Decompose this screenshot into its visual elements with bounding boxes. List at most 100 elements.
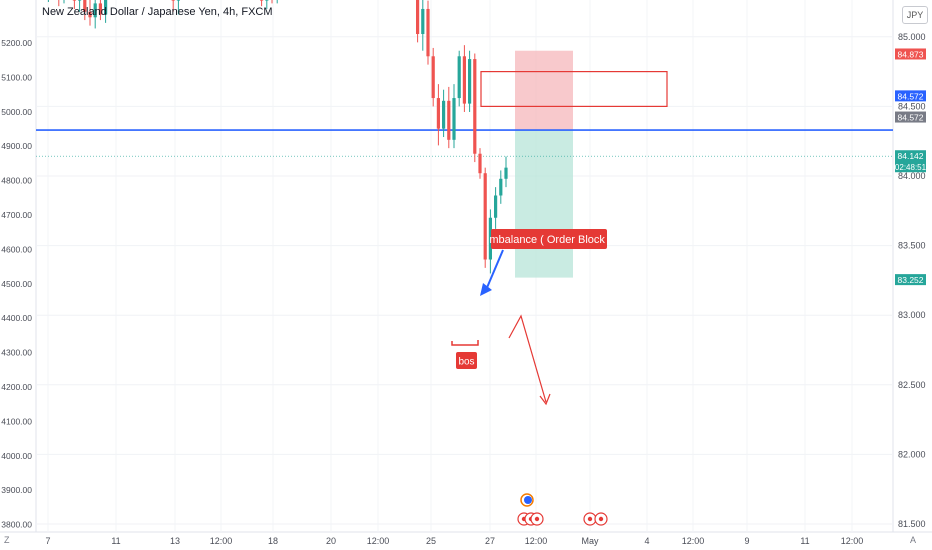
candle-body <box>171 0 175 1</box>
left-tick-label: 4000.00 <box>1 451 32 461</box>
chart-title: New Zealand Dollar / Japanese Yen, 4h, F… <box>42 6 273 18</box>
event-icon-dot <box>534 516 540 522</box>
candle-body <box>462 56 466 104</box>
candle-body <box>421 8 425 35</box>
time-tick-label: May <box>581 536 599 546</box>
time-tick-label: 12:00 <box>841 536 864 546</box>
price-label: 84.572 <box>898 91 924 101</box>
time-tick-label: 11 <box>111 536 120 546</box>
right-tick-label: 82.000 <box>898 449 926 459</box>
bos-bracket <box>451 340 479 346</box>
bos-label: bos <box>458 357 474 368</box>
order-block-box <box>480 70 668 107</box>
right-tick-label: 83.000 <box>898 310 926 320</box>
left-tick-label: 4100.00 <box>1 416 32 426</box>
price-label-box <box>895 48 926 60</box>
candle-body <box>78 0 82 1</box>
time-tick-label: 4 <box>644 536 649 546</box>
left-tick-label: 5200.00 <box>1 38 32 48</box>
time-tick-label: 11 <box>800 536 809 546</box>
candle-body <box>431 56 435 99</box>
economic-events[interactable] <box>517 493 608 526</box>
candle-body <box>499 178 503 196</box>
time-tick-label: 18 <box>268 536 278 546</box>
candle-body <box>83 0 87 12</box>
timezone-button[interactable]: Z <box>4 535 10 545</box>
price-label-box <box>895 150 926 173</box>
event-icon-core <box>524 496 532 504</box>
right-tick-label: 85.000 <box>898 32 926 42</box>
right-tick-label: 82.500 <box>898 380 926 390</box>
candle-body <box>265 0 269 1</box>
trade-zones[interactable] <box>480 50 668 278</box>
left-tick-label: 4600.00 <box>1 244 32 254</box>
time-tick-label: 9 <box>744 536 749 546</box>
left-tick-label: 3800.00 <box>1 520 32 530</box>
price-label-box <box>895 111 926 123</box>
projection-arrow-head <box>539 393 551 406</box>
left-tick-label: 4400.00 <box>1 313 32 323</box>
candle-body <box>488 217 492 260</box>
candle-body <box>447 100 451 140</box>
candles <box>47 0 508 274</box>
candle-body <box>468 59 472 104</box>
right-tick-label: 81.500 <box>898 519 926 529</box>
price-labels: 84.873 84.572 84.572 84.142 02:48:51 83.252 <box>895 48 927 286</box>
candle-body <box>72 0 76 1</box>
candle-body <box>504 167 508 179</box>
grid-lines <box>0 0 932 533</box>
price-label-box <box>895 90 926 102</box>
support-level-line[interactable] <box>36 129 893 157</box>
time-tick-label: 12:00 <box>367 536 390 546</box>
candle-body <box>260 0 264 1</box>
imbalance-label: Imbalance ( Order Block ) <box>486 234 611 246</box>
price-label-box <box>895 274 926 286</box>
projection-arrow <box>508 314 547 403</box>
candle-body <box>104 0 108 15</box>
left-price-axis[interactable]: 5200.00 5100.00 5000.00 4900.00 4800.00 4700.… <box>1 38 32 550</box>
candle-body <box>494 195 498 218</box>
currency-button[interactable]: JPY <box>902 6 928 24</box>
candle-body <box>416 0 420 35</box>
time-tick-label: 12:00 <box>525 536 548 546</box>
left-tick-label: 5100.00 <box>1 72 32 82</box>
candle-body <box>88 11 92 18</box>
candle-body <box>176 0 180 1</box>
imbalance-label-box <box>491 229 607 249</box>
time-tick-label: 12:00 <box>210 536 233 546</box>
candle-body <box>98 3 102 15</box>
candle-body <box>442 100 446 129</box>
countdown-label: 02:48:51 <box>895 163 927 172</box>
annotations[interactable]: Imbalance ( Order Block ) bos <box>451 229 612 406</box>
event-icon-dot <box>598 516 604 522</box>
event-icon-dot <box>587 516 593 522</box>
time-tick-label: 13 <box>170 536 180 546</box>
left-tick-label: 4800.00 <box>1 176 32 186</box>
left-tick-label: 4300.00 <box>1 348 32 358</box>
time-tick-label: 25 <box>426 536 436 546</box>
imbalance-arrow-head <box>480 283 492 296</box>
left-tick-label: 4200.00 <box>1 382 32 392</box>
time-tick-label: 12:00 <box>682 536 705 546</box>
candle-body <box>436 98 440 129</box>
time-tick-label: 20 <box>326 536 336 546</box>
right-price-axis[interactable]: 89.00088.50088.00087.50087.00086.50086.0… <box>898 0 926 529</box>
time-axis[interactable]: 7 11 13 12:00 18 20 12:00 25 27 12:00 May 4 12:00 9 11… <box>45 536 863 546</box>
auto-scale-button[interactable]: A <box>910 535 917 545</box>
right-tick-label: 83.500 <box>898 241 926 251</box>
left-tick-label: 5000.00 <box>1 107 32 117</box>
take-profit-zone <box>515 130 573 278</box>
candle-body <box>483 173 487 260</box>
candle-body <box>457 56 461 99</box>
price-label: 83.252 <box>898 275 924 285</box>
candle-body <box>473 59 477 154</box>
time-tick-label: 7 <box>45 536 50 546</box>
left-tick-label: 4700.00 <box>1 210 32 220</box>
right-tick-label: 84.000 <box>898 171 926 181</box>
time-tick-label: 27 <box>485 536 495 546</box>
bos-label-box <box>456 352 477 369</box>
left-tick-label: 4900.00 <box>1 141 32 151</box>
left-tick-label: 4500.00 <box>1 279 32 289</box>
imbalance-arrow <box>485 249 504 291</box>
